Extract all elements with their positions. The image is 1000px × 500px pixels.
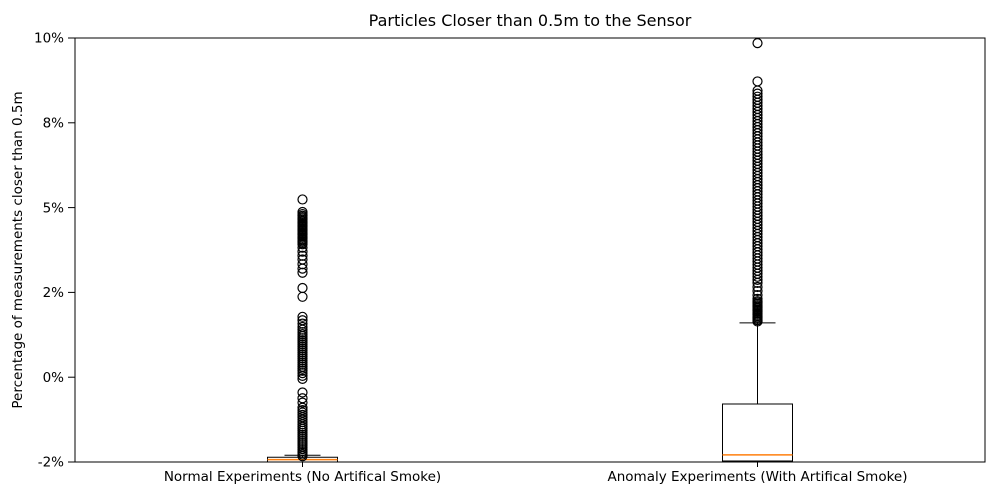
y-tick-label: 0% (43, 370, 65, 386)
outlier-point (297, 311, 308, 322)
outlier-point (752, 274, 763, 285)
y-axis-label: Percentage of measurements closer than 0… (10, 91, 26, 408)
y-tick-label: 10% (34, 31, 64, 47)
outlier-point (297, 397, 308, 408)
outlier-point (297, 246, 308, 257)
iqr-box (722, 403, 793, 462)
x-tick-label: Anomaly Experiments (With Artifical Smok… (608, 469, 908, 485)
outlier-point (297, 242, 308, 253)
outlier-point (752, 316, 763, 327)
x-tick-label: Normal Experiments (No Artifical Smoke) (164, 469, 441, 485)
outlier-point (297, 451, 308, 462)
outlier-point (752, 271, 763, 282)
outlier-point (297, 373, 308, 384)
outlier-point (297, 291, 308, 302)
outlier-point (752, 277, 763, 289)
outlier-point (297, 194, 308, 205)
y-tick-label: -2% (38, 455, 64, 471)
y-tick-label: 8% (43, 116, 65, 132)
boxplot-anomaly (722, 38, 793, 462)
outlier-point (752, 76, 763, 87)
boxplot-normal (267, 194, 338, 462)
outlier-point (297, 239, 308, 250)
chart-title: Particles Closer than 0.5m to the Sensor (369, 11, 692, 30)
outlier-point (752, 281, 763, 293)
outlier-point (297, 387, 308, 398)
outlier-point (297, 368, 308, 379)
outlier-point (297, 282, 308, 294)
outlier-point (297, 370, 308, 381)
outlier-point (752, 38, 763, 49)
axes-frame (74, 37, 986, 463)
y-tick-label: 2% (43, 285, 65, 301)
y-tick-label: 5% (43, 200, 65, 216)
outlier-point (297, 263, 308, 274)
outlier-point (752, 285, 763, 297)
outlier-point (297, 267, 308, 278)
